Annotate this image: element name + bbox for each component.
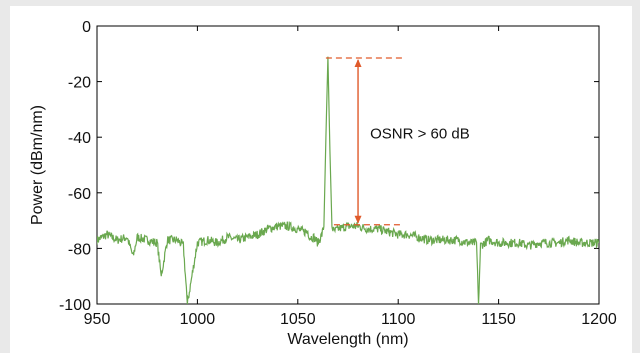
x-tick-label: 1200 [581, 311, 617, 328]
y-tick-label: 0 [82, 19, 91, 36]
x-tick-label: 950 [84, 311, 111, 328]
y-tick-label: -80 [68, 241, 91, 258]
osnr-annotation-label: OSNR > 60 dB [370, 126, 470, 143]
spectrum-series-line [97, 56, 599, 304]
x-axis-title: Wavelength (nm) [287, 331, 408, 348]
osnr-spectrum-chart: 950 1000 1050 1100 1150 1200 0 -20 -40 -60 -80 -100… [29, 19, 617, 348]
y-axis-title: Power (dBm/nm) [29, 105, 46, 225]
osnr-arrowhead-down [354, 215, 362, 224]
y-tick-label: -60 [68, 186, 91, 203]
plot-area-border [96, 25, 600, 305]
x-tick-label: 1000 [180, 311, 216, 328]
x-tick-label: 1100 [381, 311, 416, 328]
chart-frame: 950 1000 1050 1100 1150 1200 0 -20 -40 -60 -80 -100… [10, 6, 632, 353]
y-tick-label: -20 [68, 75, 91, 92]
osnr-arrowhead-up [354, 58, 362, 67]
y-tick-label: -40 [68, 130, 91, 147]
y-tick-label: -100 [59, 297, 91, 314]
x-tick-label: 1150 [481, 311, 516, 328]
x-tick-label: 1050 [280, 311, 316, 328]
